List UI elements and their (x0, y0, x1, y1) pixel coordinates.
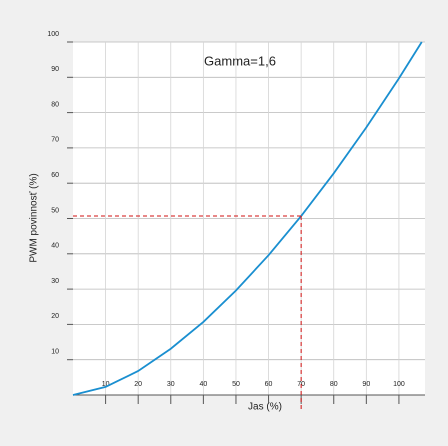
y-tick-label: 10 (51, 349, 59, 356)
x-tick-label: 100 (393, 381, 405, 388)
x-axis-label: Jas (%) (248, 402, 282, 413)
y-axis-label: PWM povinnosť (%) (29, 173, 40, 262)
x-tick-label: 20 (134, 381, 142, 388)
x-tick-label: 10 (102, 381, 110, 388)
x-tick-label: 80 (330, 381, 338, 388)
x-tick-label: 40 (199, 381, 207, 388)
x-tick-label: 30 (167, 381, 175, 388)
y-tick-label: 30 (51, 278, 59, 285)
y-tick-label: 100 (47, 31, 59, 38)
y-tick-label: 40 (51, 243, 59, 250)
x-tick-label: 60 (265, 381, 273, 388)
curve (72, 41, 423, 396)
y-tick-label: 70 (51, 137, 59, 144)
y-tick-label: 20 (51, 313, 59, 320)
x-tick-label: 90 (362, 381, 370, 388)
x-tick-label: 50 (232, 381, 240, 388)
y-tick-label: 80 (51, 101, 59, 108)
y-tick-label: 90 (51, 66, 59, 73)
y-tick-label: 60 (51, 172, 59, 179)
chart-title: Gamma=1,6 (204, 53, 276, 68)
y-tick-label: 50 (51, 207, 59, 214)
